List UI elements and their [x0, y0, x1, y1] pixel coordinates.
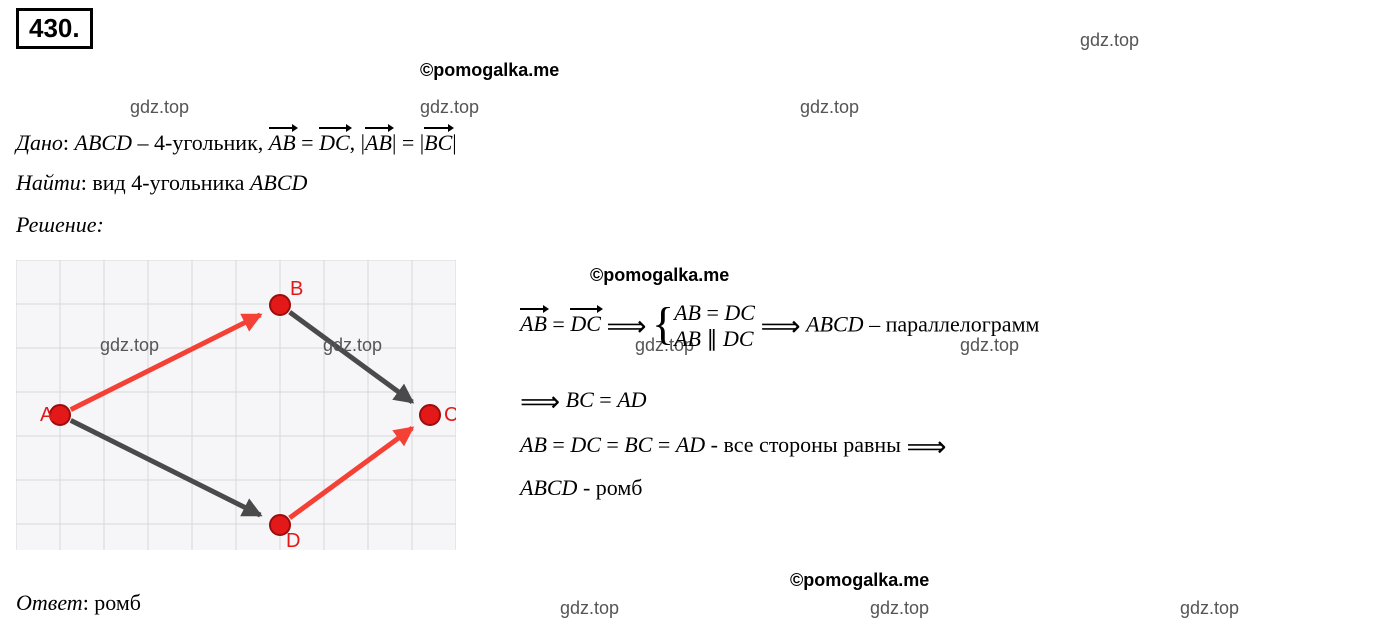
vec-ab: AB [269, 130, 296, 156]
implies-arrow-icon: ⟹ [760, 311, 800, 342]
svg-text:D: D [286, 530, 300, 550]
implies-arrow-icon: ⟹ [906, 432, 946, 463]
watermark-gdz: gdz.top [100, 335, 159, 356]
watermark-pom: ©pomogalka.me [790, 570, 929, 591]
find-label: Найти [16, 170, 81, 195]
watermark-gdz: gdz.top [870, 598, 929, 619]
find-text: : вид 4-угольника [81, 170, 250, 195]
watermark-gdz: gdz.top [800, 97, 859, 118]
watermark-gdz: gdz.top [420, 97, 479, 118]
solution-label: Решение: [16, 212, 104, 238]
svg-text:C: C [444, 404, 456, 426]
watermark-gdz: gdz.top [323, 335, 382, 356]
watermark-gdz: gdz.top [1080, 30, 1139, 51]
shape-abcd: ABCD [806, 311, 863, 336]
solution-line-4: ABCD - ромб [520, 475, 642, 501]
vec-ab: AB [520, 311, 547, 337]
diagram: A B C D [16, 260, 456, 550]
find-shape: ABCD [250, 170, 307, 195]
vec-dc: DC [570, 311, 601, 337]
brace-cases: AB = DC AB ∥ DC [674, 300, 755, 353]
watermark-gdz: gdz.top [1180, 598, 1239, 619]
answer-label: Ответ [16, 590, 83, 615]
answer-text: : ромб [83, 590, 141, 615]
implies-arrow-icon: ⟹ [520, 387, 560, 418]
find-line: Найти: вид 4-угольника ABCD [16, 170, 307, 196]
solution-line-1: AB = DC ⟹ { AB = DC AB ∥ DC ⟹ ABCD – пар… [520, 300, 1039, 353]
watermark-pom: ©pomogalka.me [590, 265, 729, 286]
given-desc: – 4-угольник, [132, 130, 269, 155]
svg-text:A: A [40, 404, 54, 426]
given-label: Дано [16, 130, 63, 155]
vec-ab-abs: AB [365, 130, 392, 156]
watermark-gdz: gdz.top [560, 598, 619, 619]
given-shape: ABCD [75, 130, 132, 155]
vec-dc: DC [319, 130, 350, 156]
solution-line-3: AB = DC = BC = AD - все стороны равны ⟹ [520, 430, 947, 464]
svg-text:B: B [290, 278, 303, 300]
vec-bc-abs: BC [424, 130, 452, 156]
watermark-gdz: gdz.top [130, 97, 189, 118]
problem-number: 430. [16, 8, 93, 49]
implies-arrow-icon: ⟹ [606, 311, 646, 342]
solution-line-2: ⟹ BC = AD [520, 385, 647, 419]
given-line: Дано: ABCD – 4-угольник, AB = DC, |AB| =… [16, 130, 457, 156]
conclusion-text: – параллелограмм [864, 311, 1040, 336]
watermark-pom: ©pomogalka.me [420, 60, 559, 81]
answer-line: Ответ: ромб [16, 590, 141, 616]
